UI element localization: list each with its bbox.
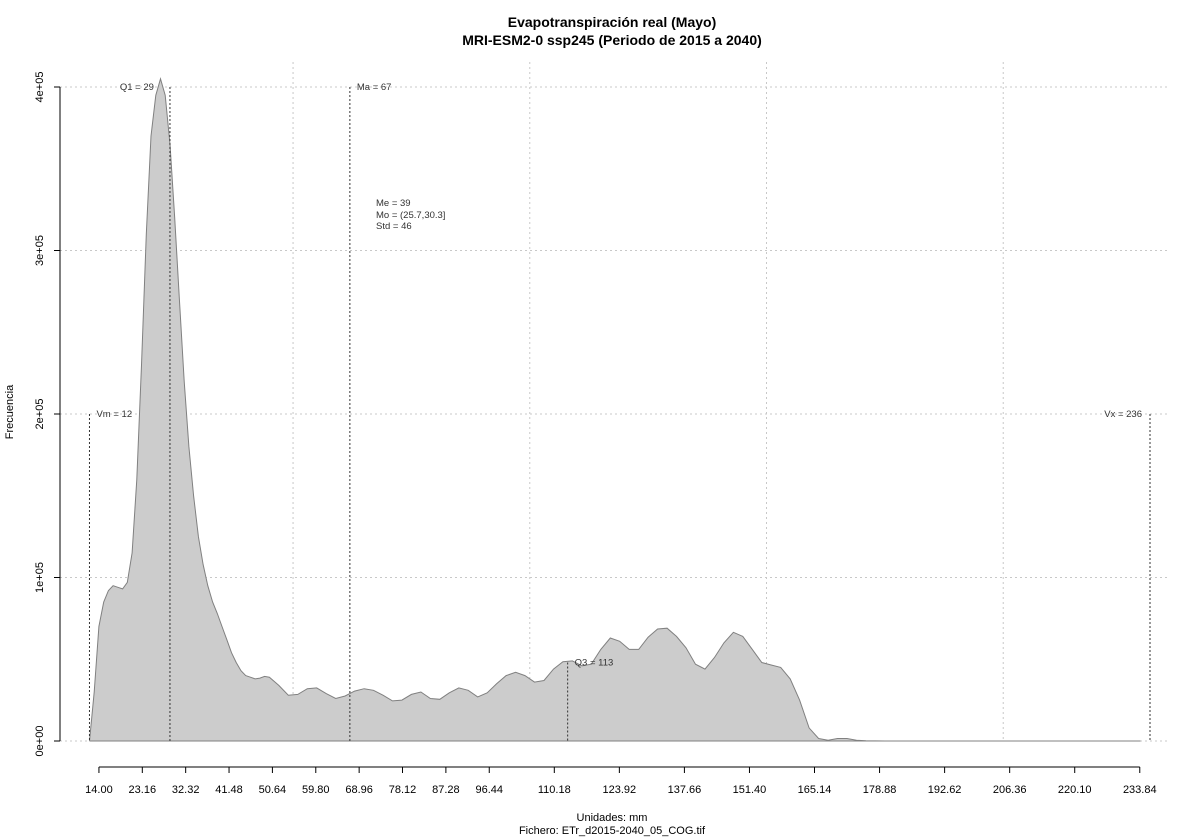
stat-mode: Mo = (25.7,30.3] — [376, 210, 445, 221]
x-tick-label-11: 123.92 — [603, 784, 637, 796]
vline-label-4: Vx = 236 — [1104, 409, 1142, 420]
stat-median: Me = 39 — [376, 198, 411, 209]
x-tick-label-18: 220.10 — [1058, 784, 1092, 796]
x-tick-label-8: 87.28 — [432, 784, 460, 796]
x-tick-label-5: 59.80 — [302, 784, 330, 796]
x-tick-label-13: 151.40 — [733, 784, 767, 796]
x-axis: 14.00 23.16 32.32 41.48 50.64 59.80 68.96 78.12… — [85, 766, 1157, 796]
x-tick-label-19: 233.84 — [1123, 784, 1157, 796]
x-axis-label: Unidades: mm — [577, 812, 648, 824]
reference-lines: Vm = 12 Q1 = 29 Ma = 67 Q3 = 113 Vx = 236 — [88, 82, 1151, 741]
x-tick-label-12: 137.66 — [668, 784, 702, 796]
vline-label-0: Vm = 12 — [96, 409, 132, 420]
x-tick-label-15: 178.88 — [863, 784, 897, 796]
grid — [60, 62, 1170, 742]
y-tick-label-1: 1e+05 — [34, 562, 46, 593]
y-tick-label-4: 4e+05 — [34, 72, 46, 103]
stats-annotation: Me = 39 Mo = (25.7,30.3] Std = 46 — [376, 198, 445, 232]
y-tick-label-0: 0e+00 — [34, 726, 46, 757]
x-tick-label-0: 14.00 — [85, 784, 113, 796]
vline-label-3: Q3 = 113 — [575, 658, 614, 669]
y-tick-label-2: 2e+05 — [34, 399, 46, 430]
x-tick-label-14: 165.14 — [798, 784, 832, 796]
vline-label-1: Q1 = 29 — [120, 82, 154, 93]
x-tick-label-16: 192.62 — [928, 784, 962, 796]
stat-std: Std = 46 — [376, 221, 412, 232]
x-tick-label-3: 41.48 — [215, 784, 243, 796]
x-tick-label-1: 23.16 — [129, 784, 157, 796]
chart-title: Evapotranspiración real (Mayo) — [508, 14, 717, 30]
x-tick-label-10: 110.18 — [538, 784, 571, 796]
x-tick-label-17: 206.36 — [993, 784, 1027, 796]
y-axis: 0e+00 1e+05 2e+05 3e+05 4e+05 — [34, 72, 61, 757]
x-tick-label-2: 32.32 — [172, 784, 200, 796]
x-tick-label-9: 96.44 — [475, 784, 503, 796]
x-tick-label-4: 50.64 — [259, 784, 287, 796]
file-name-label: Fichero: ETr_d2015-2040_05_COG.tif — [519, 825, 706, 837]
x-tick-label-6: 68.96 — [345, 784, 373, 796]
y-tick-label-3: 3e+05 — [34, 235, 46, 266]
x-tick-label-7: 78.12 — [389, 784, 417, 796]
y-axis-label: Frecuencia — [4, 384, 16, 439]
chart-subtitle: MRI-ESM2-0 ssp245 (Periodo de 2015 a 204… — [462, 32, 762, 48]
vline-label-2: Ma = 67 — [357, 82, 392, 93]
density-area — [89, 76, 1141, 742]
